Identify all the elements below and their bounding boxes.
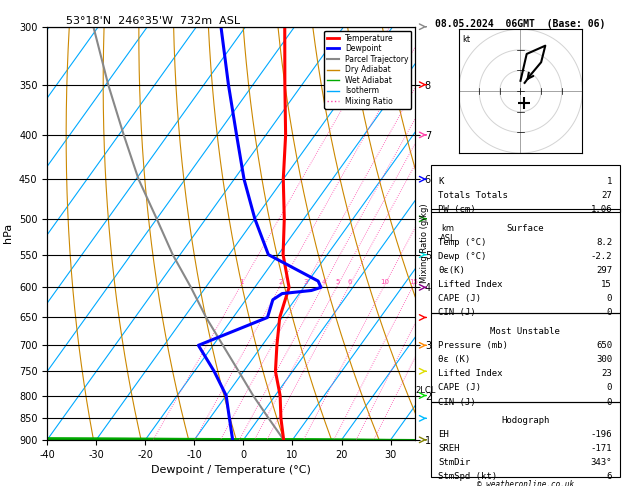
Text: 6: 6 [606, 472, 612, 482]
Text: -2.2: -2.2 [591, 252, 612, 261]
Text: 0: 0 [606, 398, 612, 406]
Text: 08.05.2024  06GMT  (Base: 06): 08.05.2024 06GMT (Base: 06) [435, 19, 606, 30]
Text: Most Unstable: Most Unstable [490, 327, 560, 336]
Text: 23: 23 [601, 369, 612, 378]
Text: 2LCL: 2LCL [415, 386, 435, 395]
Text: θε (K): θε (K) [438, 355, 470, 364]
Text: θε(K): θε(K) [438, 266, 465, 275]
Legend: Temperature, Dewpoint, Parcel Trajectory, Dry Adiabat, Wet Adiabat, Isotherm, Mi: Temperature, Dewpoint, Parcel Trajectory… [324, 31, 411, 109]
Text: 8.2: 8.2 [596, 238, 612, 247]
Text: Temp (°C): Temp (°C) [438, 238, 487, 247]
Text: 3: 3 [303, 279, 308, 285]
Text: Totals Totals: Totals Totals [438, 191, 508, 200]
Text: 0: 0 [606, 309, 612, 317]
Text: 4: 4 [321, 279, 326, 285]
Text: Dewp (°C): Dewp (°C) [438, 252, 487, 261]
Text: Pressure (mb): Pressure (mb) [438, 341, 508, 350]
Text: 1.06: 1.06 [591, 205, 612, 214]
Text: 0: 0 [606, 295, 612, 303]
Text: 297: 297 [596, 266, 612, 275]
Text: K: K [438, 177, 444, 186]
Text: Hodograph: Hodograph [501, 416, 549, 425]
Text: 300: 300 [596, 355, 612, 364]
Text: StmSpd (kt): StmSpd (kt) [438, 472, 498, 482]
Bar [431, 209, 620, 312]
Text: CIN (J): CIN (J) [438, 398, 476, 406]
Text: 15: 15 [409, 279, 418, 285]
Text: -196: -196 [591, 430, 612, 439]
Text: CAPE (J): CAPE (J) [438, 383, 481, 392]
Text: 2: 2 [279, 279, 283, 285]
Text: 53°18'N  246°35'W  732m  ASL: 53°18'N 246°35'W 732m ASL [65, 16, 240, 26]
Text: 0: 0 [606, 383, 612, 392]
Text: 343°: 343° [591, 458, 612, 468]
Text: 1: 1 [606, 177, 612, 186]
Bar [431, 402, 620, 477]
Text: -171: -171 [591, 444, 612, 453]
Text: 15: 15 [601, 280, 612, 289]
Y-axis label: hPa: hPa [3, 223, 13, 243]
Text: 27: 27 [601, 191, 612, 200]
Bar [431, 312, 620, 402]
Text: © weatheronline.co.uk: © weatheronline.co.uk [477, 480, 574, 486]
Text: EH: EH [438, 430, 449, 439]
Y-axis label: km
ASL: km ASL [440, 224, 455, 243]
Text: PW (cm): PW (cm) [438, 205, 476, 214]
Bar [431, 165, 620, 211]
Text: Lifted Index: Lifted Index [438, 369, 503, 378]
Text: 5: 5 [336, 279, 340, 285]
Text: StmDir: StmDir [438, 458, 470, 468]
Text: Surface: Surface [506, 224, 544, 233]
Text: CIN (J): CIN (J) [438, 309, 476, 317]
X-axis label: Dewpoint / Temperature (°C): Dewpoint / Temperature (°C) [151, 465, 311, 475]
Text: 1: 1 [239, 279, 243, 285]
Text: Mixing Ratio (g/kg): Mixing Ratio (g/kg) [420, 203, 429, 283]
Text: 6: 6 [348, 279, 352, 285]
Text: Lifted Index: Lifted Index [438, 280, 503, 289]
Text: CAPE (J): CAPE (J) [438, 295, 481, 303]
Text: 650: 650 [596, 341, 612, 350]
Text: SREH: SREH [438, 444, 460, 453]
Text: 10: 10 [380, 279, 389, 285]
Text: kt: kt [462, 35, 470, 44]
